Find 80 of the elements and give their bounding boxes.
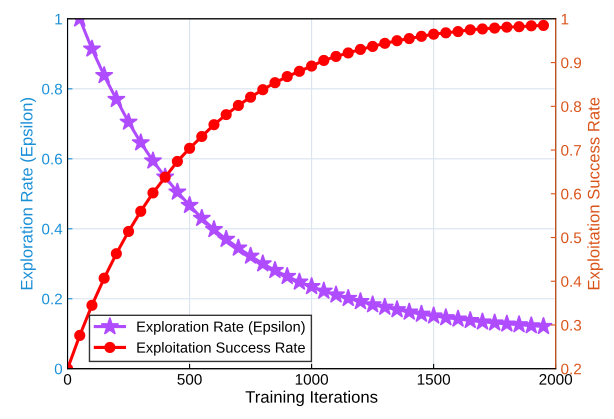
y2-tick-label: 0.4 [561,276,582,287]
point [314,281,334,300]
point [229,238,248,256]
y2-tick-label: 1 [562,14,568,24]
point [290,272,309,290]
point [254,254,272,272]
y-tick-label: 0.2 [42,294,62,304]
point [94,66,114,84]
point [144,151,162,169]
y2-tick-label: 0.7 [561,144,581,156]
point [354,44,366,56]
point [232,100,244,112]
point [282,71,293,82]
point [266,260,284,278]
point [526,20,537,32]
point [306,60,318,72]
point [168,182,187,200]
point [82,39,102,57]
legend-label: Exploitation Success Rate [137,342,305,356]
point [269,77,281,88]
point [330,50,342,62]
y2-tick-label: 0.5 [561,232,582,244]
x-axis-title: Training Iterations [246,390,378,406]
point [86,300,98,311]
point [367,40,378,52]
y2-tick-label: 0.2 [561,364,581,374]
point [416,30,427,42]
point [74,330,86,342]
y-tick-label: 0.6 [42,154,62,164]
point [404,32,415,44]
y2-tick-label: 0.6 [561,188,582,200]
point [123,226,134,237]
y2-tick-label: 0.9 [561,57,582,68]
point [476,23,488,34]
point [147,187,159,198]
x-tick-label: 0 [64,374,72,385]
legend-label: Exploration Rate (Epsilon) [137,321,305,335]
point [342,47,354,59]
point [98,272,110,284]
point [180,196,199,214]
point [172,156,183,167]
point [110,248,122,260]
point [440,27,452,38]
x-tick-label: 2000 [539,374,572,385]
point [501,22,512,33]
y-tick-label: 0.4 [42,224,62,234]
point [204,220,224,238]
y-tick-label: 0.8 [42,84,62,95]
y2-tick-label: 0.8 [561,101,582,112]
point [119,112,138,130]
point [208,119,220,130]
point [318,54,330,66]
point [184,142,196,154]
point [220,109,232,120]
y-axis-title: Exploration Rate (Epsilon) [20,98,36,290]
point [514,21,525,32]
y-tick-label: 0 [54,364,62,374]
point [489,22,500,34]
point [196,130,208,142]
point [107,90,126,108]
point [302,276,321,294]
point [294,66,305,77]
y2-axis-title: Exploitation Success Rate [587,98,603,290]
point [428,28,440,40]
point [135,206,146,217]
x-tick-label: 500 [177,374,202,385]
x-tick-label: 1000 [296,374,328,385]
point [379,38,390,49]
point [216,230,236,248]
point [538,20,550,31]
y-tick-label: 1 [55,14,62,24]
point [452,26,464,38]
point [391,35,403,46]
point [257,84,268,96]
point [131,132,150,151]
point [245,92,256,103]
x-tick-label: 1500 [418,374,450,385]
point [192,208,212,226]
point [464,24,476,36]
y2-tick-label: 0.3 [561,320,582,331]
